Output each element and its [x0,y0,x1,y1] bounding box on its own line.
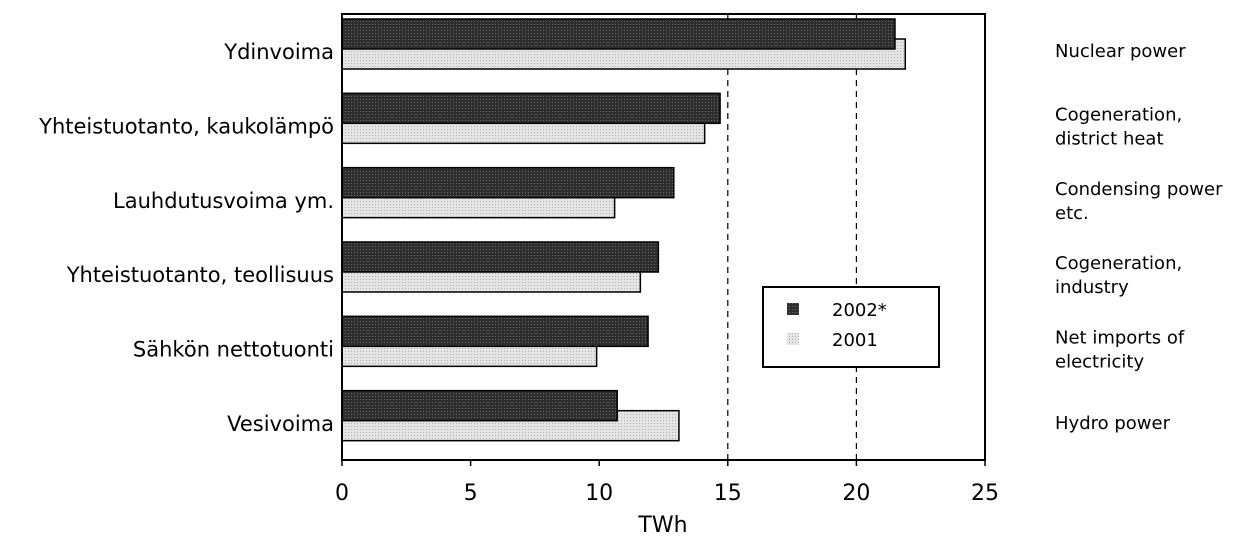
english-label: Nuclear power [1055,41,1186,62]
bar-series-2002-1 [341,92,721,125]
english-label: Hydro power [1055,413,1171,434]
bar-series-2002-3 [341,241,660,273]
english-label: Condensing power [1055,179,1223,200]
legend-label: 2001 [832,330,878,351]
bars [341,18,907,442]
category-label: Lauhdutusvoima ym. [113,189,334,213]
english-label: Net imports of [1055,328,1185,349]
bar-series-2002-0 [341,18,896,50]
english-label: electricity [1055,352,1144,373]
english-label: district heat [1055,129,1164,150]
x-axis-ticks: 0 5 10 15 20 25 [335,460,999,506]
x-tick-label: 0 [335,481,349,506]
x-tick-label: 10 [585,481,613,506]
english-label: etc. [1055,203,1089,224]
legend-swatch [787,333,799,345]
category-label: Yhteistuotanto, teollisuus [66,263,334,287]
legend-box [762,286,940,368]
bar-series-2002-5 [341,389,618,422]
x-tick-label: 5 [464,481,478,506]
legend: 2002* 2001 [762,286,940,368]
category-label: Sähkön nettotuonti [133,338,334,362]
english-labels: Nuclear power Cogeneration, district heat C… [1055,41,1223,434]
category-labels: Ydinvoima Yhteistuotanto, kaukolämpö Lauhd… [38,40,334,436]
x-tick-label: 15 [714,481,742,506]
english-label: industry [1055,277,1129,298]
gridlines [727,14,858,460]
bar-series-2002-4 [341,315,649,348]
x-tick-label: 25 [971,481,999,506]
category-label: Ydinvoima [223,40,334,64]
english-label: Cogeneration, [1055,105,1182,126]
category-label: Yhteistuotanto, kaukolämpö [38,115,334,139]
category-label: Vesivoima [227,412,334,436]
x-tick-label: 20 [842,481,870,506]
legend-label: 2002* [832,300,887,321]
x-axis-title: TWh [637,513,687,538]
legend-swatch [787,303,799,315]
english-label: Cogeneration, [1055,253,1182,274]
bar-series-2002-2 [341,166,675,199]
plot-frame [341,13,986,461]
